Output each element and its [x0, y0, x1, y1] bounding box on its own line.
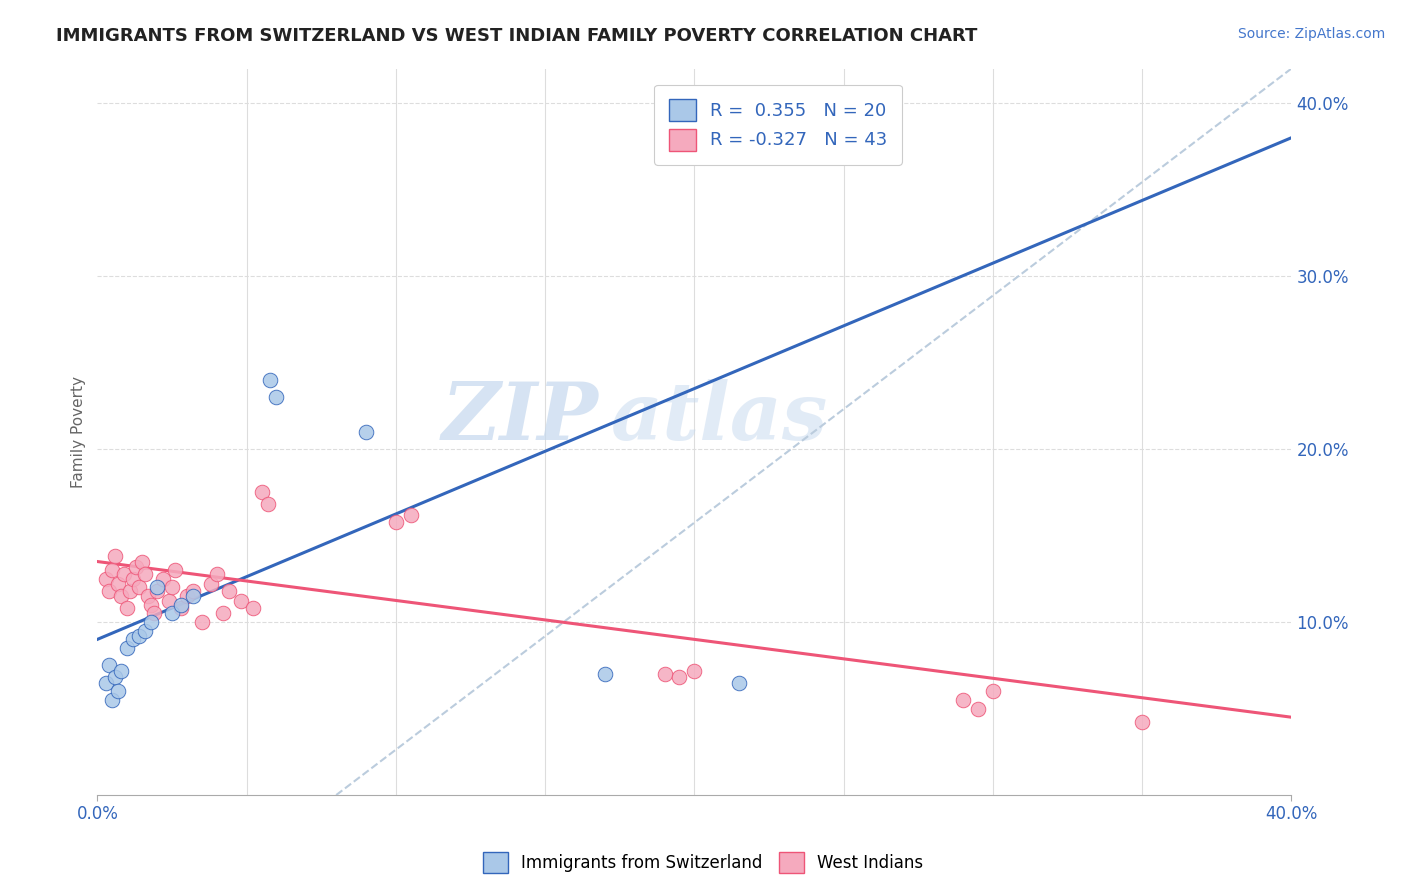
Text: ZIP: ZIP — [441, 378, 599, 456]
Point — [181, 583, 204, 598]
Point — [181, 589, 204, 603]
Point — [211, 607, 233, 621]
Legend: R =  0.355   N = 20, R = -0.327   N = 43: R = 0.355 N = 20, R = -0.327 N = 43 — [654, 85, 901, 165]
Point — [354, 425, 377, 439]
Point — [134, 624, 156, 638]
Point — [115, 601, 138, 615]
Point — [654, 667, 676, 681]
Text: Source: ZipAtlas.com: Source: ZipAtlas.com — [1237, 27, 1385, 41]
Legend: Immigrants from Switzerland, West Indians: Immigrants from Switzerland, West Indian… — [475, 846, 931, 880]
Point — [399, 508, 422, 522]
Point — [96, 675, 118, 690]
Point — [683, 664, 706, 678]
Point — [200, 577, 222, 591]
Point — [143, 607, 166, 621]
Point — [128, 581, 150, 595]
Point — [146, 581, 169, 595]
Point — [128, 629, 150, 643]
Point — [593, 667, 616, 681]
Point — [110, 664, 132, 678]
Text: atlas: atlas — [610, 378, 828, 456]
Point — [101, 563, 124, 577]
Point — [952, 693, 974, 707]
Point — [115, 640, 138, 655]
Point — [139, 615, 162, 629]
Point — [176, 589, 198, 603]
Point — [120, 583, 142, 598]
Point — [218, 583, 240, 598]
Point — [205, 566, 228, 581]
Point — [104, 670, 127, 684]
Point — [110, 589, 132, 603]
Point — [122, 572, 145, 586]
Point — [242, 601, 264, 615]
Point — [160, 607, 183, 621]
Point — [668, 670, 690, 684]
Point — [101, 693, 124, 707]
Point — [96, 572, 118, 586]
Point — [134, 566, 156, 581]
Point — [136, 589, 159, 603]
Point — [191, 615, 214, 629]
Point — [1130, 715, 1153, 730]
Point — [131, 555, 153, 569]
Point — [152, 572, 174, 586]
Point — [146, 583, 169, 598]
Point — [122, 632, 145, 647]
Point — [157, 594, 180, 608]
Point — [163, 563, 186, 577]
Point — [98, 658, 121, 673]
Point — [107, 684, 129, 698]
Point — [981, 684, 1004, 698]
Point — [256, 498, 278, 512]
Point — [259, 373, 281, 387]
Point — [385, 515, 408, 529]
Point — [104, 549, 127, 564]
Y-axis label: Family Poverty: Family Poverty — [72, 376, 86, 488]
Point — [125, 559, 148, 574]
Text: IMMIGRANTS FROM SWITZERLAND VS WEST INDIAN FAMILY POVERTY CORRELATION CHART: IMMIGRANTS FROM SWITZERLAND VS WEST INDI… — [56, 27, 977, 45]
Point — [250, 485, 273, 500]
Point — [170, 601, 193, 615]
Point — [98, 583, 121, 598]
Point — [967, 701, 990, 715]
Point — [112, 566, 135, 581]
Point — [728, 675, 751, 690]
Point — [229, 594, 252, 608]
Point — [160, 581, 183, 595]
Point — [139, 598, 162, 612]
Point — [170, 598, 193, 612]
Point — [266, 390, 288, 404]
Point — [107, 577, 129, 591]
